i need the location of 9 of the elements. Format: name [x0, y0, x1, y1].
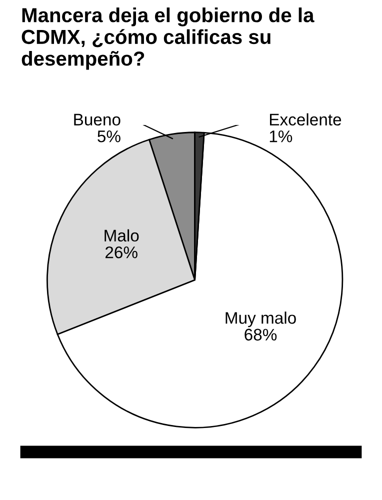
- data-label: 26%: [106, 246, 138, 258]
- slice-label: Excelente: [270, 113, 342, 126]
- data-label: 5%: [98, 130, 120, 142]
- slice-label: Bueno: [74, 114, 120, 126]
- chart-title: Mancera deja el gobierno de la CDMX, ¿cómo calificas su desempeño?: [22, 8, 314, 70]
- slice-label: Muy malo: [226, 312, 296, 328]
- data-label: 68%: [244, 328, 277, 341]
- data-label: 1%: [270, 130, 292, 142]
- slice-label: Malo: [104, 229, 139, 242]
